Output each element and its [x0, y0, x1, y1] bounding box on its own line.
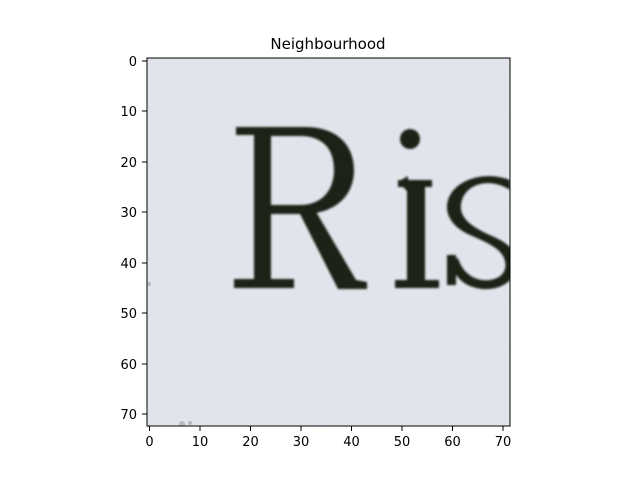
x-tick-label: 0	[145, 435, 153, 450]
x-tick-label: 40	[343, 435, 360, 450]
x-tick-label: 20	[242, 435, 259, 450]
y-axis: 0 10 20 30 40 50 60 70	[120, 55, 147, 423]
x-tick: 30	[293, 426, 310, 450]
y-tick: 20	[120, 156, 147, 171]
y-tick-label: 40	[120, 257, 137, 272]
glyph-s	[447, 176, 510, 290]
x-tick: 20	[242, 426, 259, 450]
glyph-R	[234, 127, 367, 289]
y-tick-label: 50	[120, 307, 137, 322]
y-tick: 0	[129, 55, 147, 70]
scanned-text	[234, 127, 510, 290]
y-tick-label: 70	[120, 408, 137, 423]
x-tick: 50	[394, 426, 411, 450]
image-panel	[147, 58, 510, 426]
glyph-i	[395, 129, 439, 288]
y-tick: 60	[120, 358, 147, 373]
x-tick: 60	[444, 426, 461, 450]
x-tick-label: 60	[444, 435, 461, 450]
scan-specks	[147, 282, 192, 426]
x-tick: 40	[343, 426, 360, 450]
y-tick-label: 60	[120, 358, 137, 373]
x-tick: 0	[145, 426, 154, 450]
x-tick: 10	[192, 426, 209, 450]
y-tick-label: 30	[120, 206, 137, 221]
x-tick-label: 10	[192, 435, 209, 450]
y-tick: 70	[120, 408, 147, 423]
x-tick-label: 50	[394, 435, 411, 450]
y-tick: 30	[120, 206, 147, 221]
x-axis: 0 10 20 30 40 50 60 70	[145, 426, 511, 450]
plot-title: Neighbourhood	[270, 35, 385, 53]
y-tick-label: 10	[120, 105, 137, 120]
y-tick: 50	[120, 307, 147, 322]
axes-frame	[146, 57, 511, 427]
y-tick: 10	[120, 105, 147, 120]
x-tick-label: 30	[293, 435, 310, 450]
y-tick-label: 20	[120, 156, 137, 171]
x-tick-label: 70	[495, 435, 512, 450]
y-tick: 40	[120, 257, 147, 272]
y-tick-label: 0	[129, 55, 137, 70]
x-tick: 70	[495, 426, 512, 450]
